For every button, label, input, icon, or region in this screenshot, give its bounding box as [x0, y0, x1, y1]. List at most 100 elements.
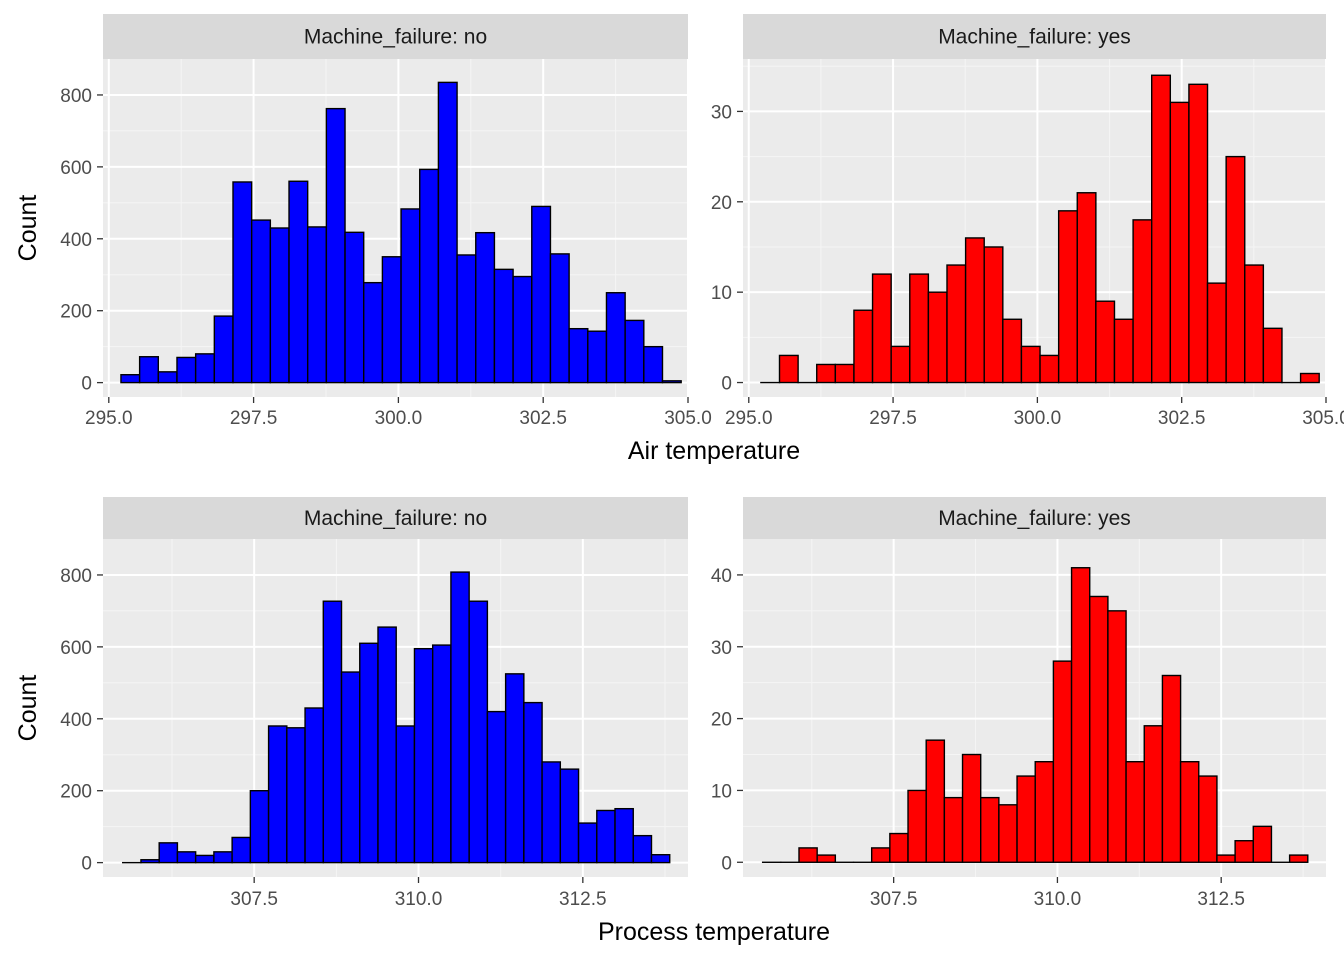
y-tick-label: 200 [60, 782, 92, 803]
y-axis-title: Count [14, 675, 42, 742]
histogram-bar [306, 226, 328, 384]
x-tick-label: 307.5 [230, 889, 278, 910]
facet-strip [743, 14, 1326, 59]
x-tick-label: 297.5 [869, 408, 917, 429]
histogram-bar [1020, 345, 1041, 384]
histogram-bar [596, 809, 616, 864]
histogram-bar [605, 292, 626, 384]
x-tick-label: 305.0 [1302, 408, 1344, 429]
x-tick-label: 310.0 [1034, 889, 1082, 910]
facet-strip [103, 497, 688, 539]
histogram-bar [1125, 760, 1145, 863]
histogram-bar [419, 168, 440, 384]
histogram-bar [359, 642, 379, 864]
histogram-bar [778, 354, 799, 384]
histogram-bar [998, 804, 1018, 863]
histogram-bar [138, 356, 160, 384]
histogram-bar [643, 345, 664, 384]
histogram-bar [176, 851, 197, 864]
histogram-bar [363, 281, 384, 384]
histogram-bar [381, 256, 402, 384]
histogram-bar [816, 363, 837, 384]
histogram-bar [927, 291, 948, 384]
histogram-bar [286, 727, 306, 864]
y-tick-label: 0 [81, 374, 92, 395]
histogram-bar [1002, 318, 1023, 384]
facet-panel-1: Machine_failure: yes 0 10 20 30 295.0 297.5 300… [711, 14, 1344, 429]
x-tick-label: 302.5 [1158, 408, 1206, 429]
x-tick-label: 302.5 [519, 408, 567, 429]
histogram-bar [632, 834, 653, 864]
histogram-bar [1034, 760, 1055, 863]
histogram-bar [964, 237, 985, 384]
x-tick-label: 300.0 [375, 408, 423, 429]
facet-strip-label: Machine_failure: yes [938, 26, 1131, 49]
histogram-bar [267, 725, 288, 864]
histogram-bar [1113, 318, 1134, 384]
histogram-bar [870, 847, 891, 863]
histogram-bar [1288, 854, 1309, 863]
histogram-bar [1076, 192, 1097, 384]
histogram-bar [909, 273, 930, 384]
y-tick-label: 0 [81, 854, 92, 875]
y-tick-label: 600 [60, 638, 92, 659]
histogram-bar [983, 246, 1004, 384]
x-tick-label: 295.0 [725, 408, 773, 429]
histogram-bar [504, 673, 525, 864]
facet-strip [103, 14, 688, 59]
y-tick-label: 400 [60, 230, 92, 251]
facet-panel-2: Machine_failure: no 0 200 400 600 800 307.5 310… [60, 497, 688, 910]
histogram-bar [456, 254, 477, 384]
histogram-bar [816, 854, 837, 863]
histogram-bar [1244, 264, 1265, 384]
facet-strip-label: Machine_failure: no [304, 26, 487, 49]
histogram-bar [140, 859, 160, 864]
histogram-bar [176, 356, 197, 384]
facet-strip [743, 497, 1326, 539]
x-tick-label: 312.5 [559, 889, 607, 910]
y-tick-label: 20 [711, 710, 732, 731]
histogram-bar [587, 330, 608, 384]
histogram-bar [431, 644, 452, 864]
y-tick-label: 200 [60, 302, 92, 323]
histogram-bar [577, 822, 598, 864]
y-tick-label: 10 [711, 283, 732, 304]
histogram-bar [1179, 760, 1200, 863]
histogram-bar [1161, 674, 1182, 863]
y-tick-label: 400 [60, 710, 92, 731]
histogram-bar [468, 600, 489, 864]
histogram-bar [650, 854, 671, 864]
histogram-bar [194, 854, 215, 864]
histogram-bar [1198, 775, 1218, 863]
y-tick-label: 20 [711, 193, 732, 214]
histogram-bar [1216, 854, 1236, 863]
histogram-bar [269, 227, 290, 384]
histogram-bar [1188, 83, 1209, 384]
x-tick-label: 297.5 [230, 408, 278, 429]
histogram-bar [486, 710, 507, 864]
histogram-bar [907, 789, 927, 863]
histogram-bar [523, 701, 543, 864]
facet-panel-3: Machine_failure: yes 0 10 20 30 40 307.5 310.0 3… [711, 497, 1326, 910]
histogram-bar [512, 275, 533, 384]
histogram-bar [475, 231, 496, 384]
y-tick-label: 0 [721, 853, 732, 874]
histogram-bar [1151, 74, 1172, 384]
histogram-bar [158, 842, 179, 864]
histogram-bar [1016, 775, 1036, 863]
histogram-bar [322, 600, 343, 864]
histogram-bar [1234, 840, 1254, 863]
histogram-bar [1057, 210, 1078, 384]
x-axis-title: Process temperature [598, 918, 830, 946]
histogram-bar [549, 253, 570, 384]
y-tick-label: 800 [60, 566, 92, 587]
x-tick-label: 307.5 [870, 889, 918, 910]
x-tick-label: 312.5 [1197, 889, 1245, 910]
histogram-bar [568, 327, 589, 384]
y-tick-label: 600 [60, 158, 92, 179]
facet-strip-label: Machine_failure: no [304, 507, 487, 530]
x-tick-label: 305.0 [664, 408, 712, 429]
histogram-bar [946, 264, 967, 384]
histogram-bar [980, 796, 1000, 863]
